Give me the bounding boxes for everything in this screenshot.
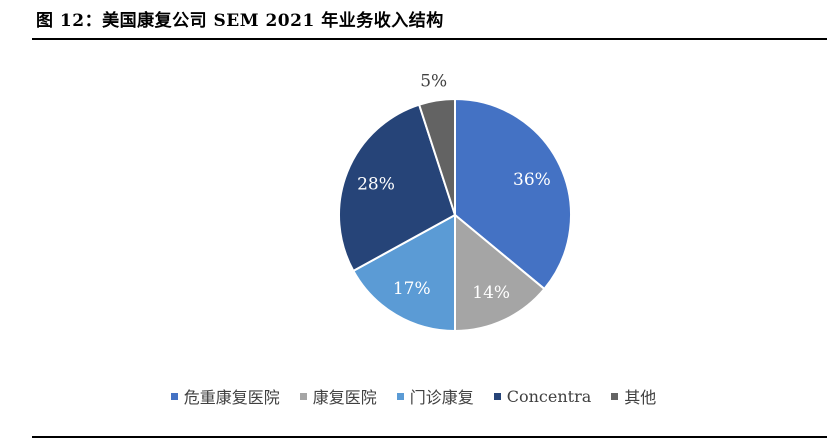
slice-label-2: 17% (393, 279, 431, 299)
legend-swatch-4 (611, 392, 619, 400)
legend-swatch-1 (299, 392, 307, 400)
legend-item-4: 其他 (611, 384, 656, 408)
legend-item-0: 危重康复医院 (170, 384, 280, 408)
legend-item-2: 门诊康复 (396, 384, 474, 408)
legend-item-1: 康复医院 (299, 384, 377, 408)
pie-slice-1 (454, 212, 546, 333)
legend: 危重康复医院 康复医院 门诊康复 Concentra 其他 (0, 384, 827, 408)
top-rule (32, 38, 827, 40)
legend-swatch-2 (396, 392, 404, 400)
slice-label-1: 14% (472, 283, 510, 303)
legend-item-3: Concentra (493, 384, 592, 408)
bottom-rule (32, 436, 827, 438)
legend-label-2: 门诊康复 (409, 388, 474, 407)
legend-label-1: 康复医院 (312, 388, 377, 407)
slice-label-4: 5% (420, 72, 447, 92)
figure-title: 图 12：美国康复公司 SEM 2021 年业务收入结构 (36, 11, 444, 31)
pie-slice-3 (338, 103, 457, 273)
slice-label-3: 28% (357, 175, 395, 195)
legend-swatch-0 (170, 392, 178, 400)
legend-swatch-3 (493, 392, 501, 400)
slice-label-0: 36% (513, 170, 551, 190)
pie-slice-0 (454, 97, 572, 291)
pie-slice-4 (417, 97, 456, 216)
legend-label-3: Concentra (506, 386, 592, 406)
legend-label-4: 其他 (624, 388, 657, 407)
legend-label-0: 危重康复医院 (183, 388, 280, 407)
pie-slice-2 (351, 213, 456, 333)
